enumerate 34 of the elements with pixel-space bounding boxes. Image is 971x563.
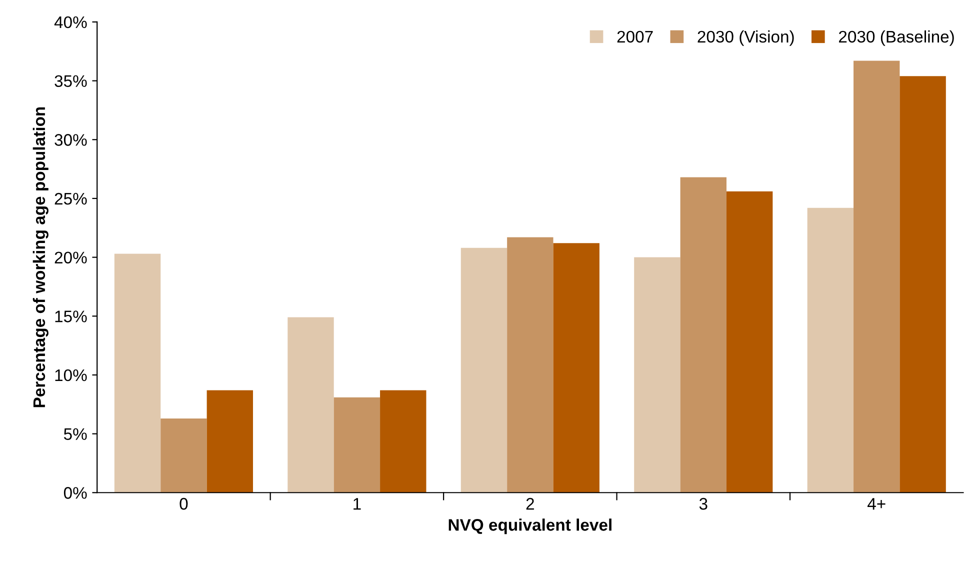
legend-label: 2007 <box>617 30 653 43</box>
x-tick-label: 2 <box>526 498 534 510</box>
bar <box>680 177 726 493</box>
y-tick-label: 5% <box>64 428 87 440</box>
y-tick-label: 20% <box>54 252 87 264</box>
legend-label: 2030 (Baseline) <box>839 30 954 46</box>
x-tick-label: 3 <box>699 498 708 510</box>
bar <box>553 243 600 493</box>
y-tick-label: 15% <box>55 310 87 322</box>
y-tick-label: 30% <box>54 134 87 146</box>
x-tick-label: 1 <box>354 498 361 510</box>
bar <box>380 390 426 493</box>
y-axis-title: Percentage of working age population <box>32 107 48 408</box>
y-tick-label: 40% <box>54 16 87 28</box>
bar <box>160 418 207 493</box>
y-tick-label: 10% <box>55 369 87 382</box>
y-tick-label: 0% <box>64 487 87 499</box>
bar <box>288 317 334 493</box>
legend-label: 2030 (Vision) <box>698 30 794 46</box>
bar <box>807 208 854 493</box>
bar <box>334 397 380 493</box>
x-axis-title: NVQ equivalent level <box>448 518 612 534</box>
bar <box>460 248 508 493</box>
bar <box>900 76 946 493</box>
y-tick-label: 35% <box>54 75 87 87</box>
bar <box>854 60 900 493</box>
bar <box>114 254 161 493</box>
x-tick-label: 4+ <box>868 498 886 510</box>
bar <box>726 191 773 493</box>
bar <box>206 390 254 493</box>
bar <box>507 237 554 493</box>
x-tick-label: 0 <box>180 498 188 510</box>
y-tick-label: 25% <box>54 192 87 205</box>
bar <box>634 257 680 493</box>
